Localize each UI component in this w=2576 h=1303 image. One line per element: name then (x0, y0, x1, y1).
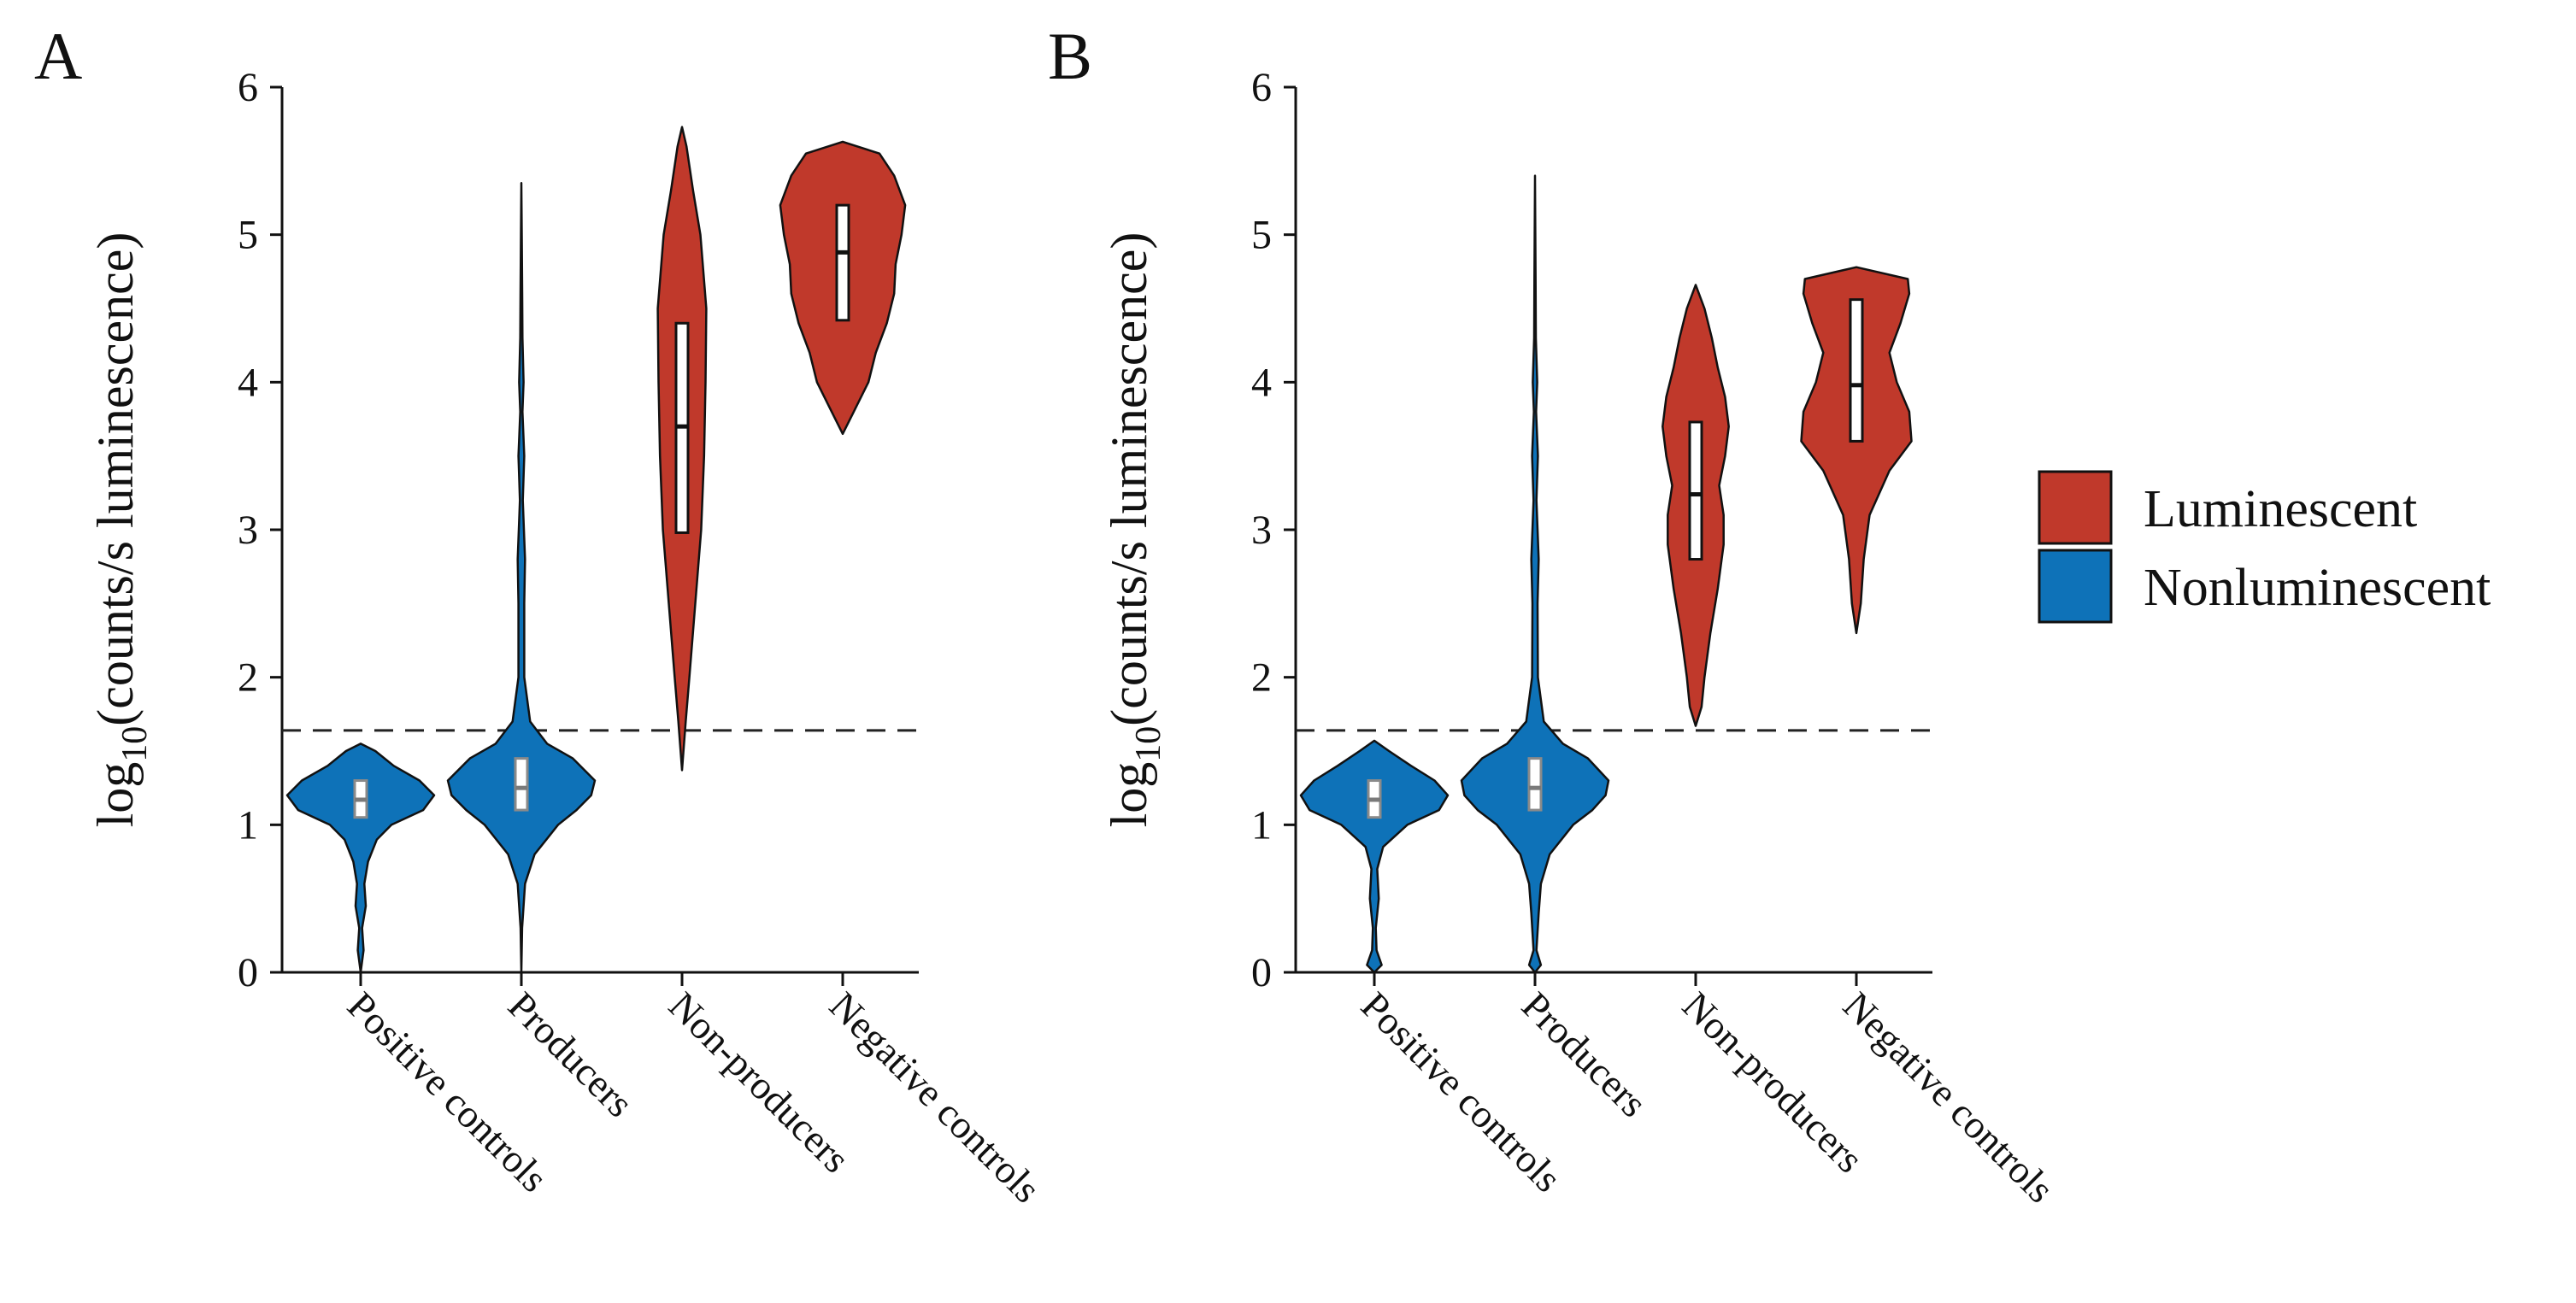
box-negative-controls (835, 203, 850, 322)
y-tick-label: 5 (238, 213, 258, 258)
y-tick-label: 1 (238, 802, 258, 848)
violin-negative-controls (1800, 266, 1913, 635)
legend-swatch-luminescent (2038, 470, 2113, 545)
violin-producers (1460, 174, 1610, 974)
x-tick-label-producers: Producers (500, 983, 642, 1125)
y-tick-label: 4 (1251, 360, 1272, 405)
y-tick-label: 0 (238, 950, 258, 995)
box-producers (1527, 757, 1543, 812)
y-tick-label: 5 (1251, 213, 1272, 258)
legend: Luminescent Nonluminescent (2038, 470, 2491, 624)
y-tick-label: 3 (238, 508, 258, 553)
y-tick-label: 3 (1251, 508, 1272, 553)
y-tick-label: 4 (238, 360, 258, 405)
y-tick-label: 1 (1251, 802, 1272, 848)
y-axis-title: log10(counts/s luminescence) (87, 232, 155, 828)
box-producers (514, 757, 529, 812)
y-tick-label: 6 (238, 65, 258, 110)
panel-letter: B (1048, 19, 1092, 93)
x-tick-label-producers: Producers (1514, 983, 1656, 1125)
y-tick-label: 0 (1251, 950, 1272, 995)
y-axis-title: log10(counts/s luminescence) (1101, 232, 1168, 828)
violin-producers (446, 181, 597, 974)
violin-positive-controls (1299, 739, 1450, 974)
x-tick-label-negative-controls: Negative controls (1835, 983, 2062, 1211)
y-tick-label: 2 (238, 655, 258, 701)
box-non-producers (1688, 420, 1703, 561)
legend-label-luminescent: Luminescent (2144, 480, 2417, 538)
y-tick-label: 2 (1251, 655, 1272, 701)
x-tick-label-negative-controls: Negative controls (821, 983, 1049, 1211)
box-negative-controls (1849, 298, 1864, 443)
violin-positive-controls (285, 742, 436, 974)
legend-label-nonluminescent: Nonluminescent (2144, 559, 2491, 617)
y-tick-label: 6 (1251, 65, 1272, 110)
panel-letter: A (34, 19, 82, 93)
legend-swatch-nonluminescent (2038, 549, 2113, 624)
